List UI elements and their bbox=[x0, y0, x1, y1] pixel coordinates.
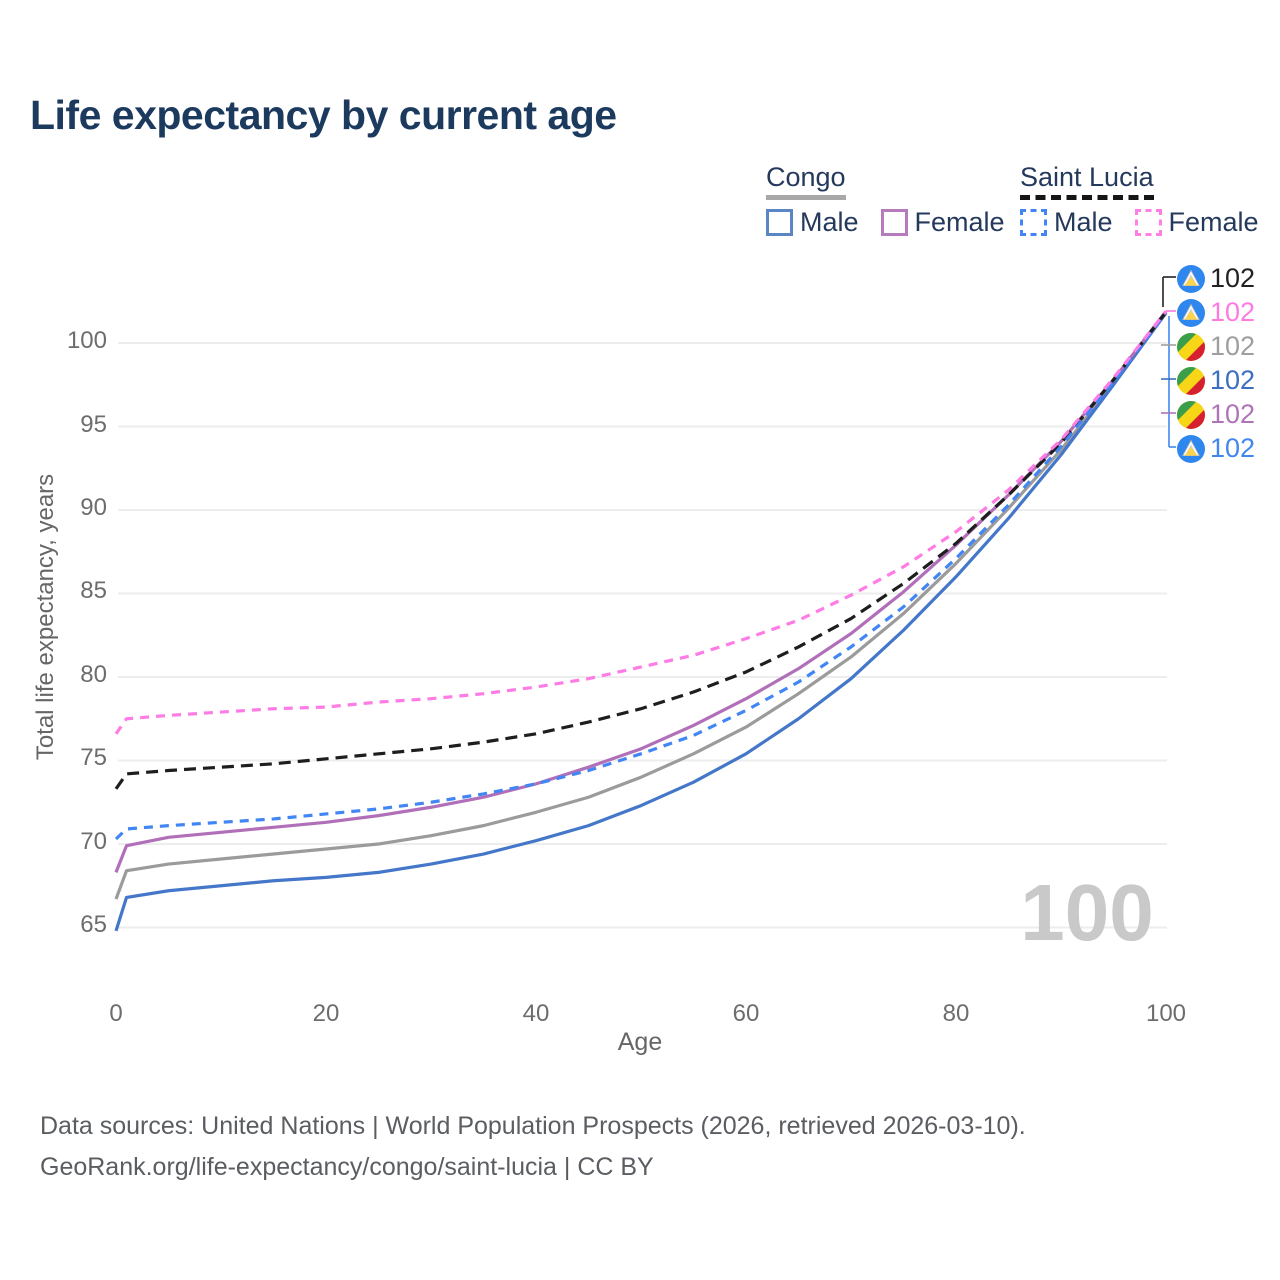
series-line-congo-male bbox=[114, 311, 1168, 932]
saint-lucia-flag-icon bbox=[1177, 434, 1205, 463]
legend-item-saint-lucia-male[interactable]: Male bbox=[1020, 207, 1113, 238]
x-tick-100: 100 bbox=[1145, 1000, 1187, 1027]
congo-flag-icon bbox=[1177, 400, 1205, 429]
y-tick-65: 65 bbox=[80, 911, 107, 938]
end-label-saint-lucia-male: 102 bbox=[1177, 433, 1255, 464]
legend-item-label: Female bbox=[914, 207, 1005, 237]
saint-lucia-flag-icon bbox=[1177, 264, 1205, 293]
congo-flag-icon bbox=[1177, 332, 1205, 361]
y-tick-80: 80 bbox=[80, 661, 107, 688]
age-counter-watermark: 100 bbox=[1020, 868, 1154, 957]
congo-male-swatch-icon bbox=[766, 209, 793, 236]
end-label-saint-lucia-female: 102 bbox=[1177, 297, 1255, 328]
end-label-congo-both-sexes: 102 bbox=[1177, 331, 1255, 362]
congo-flag-icon bbox=[1177, 366, 1205, 395]
y-tick-90: 90 bbox=[80, 494, 107, 521]
source-url-text: GeoRank.org/life-expectancy/congo/saint-… bbox=[40, 1153, 654, 1181]
page-title: Life expectancy by current age bbox=[30, 92, 617, 138]
series-line-saint-lucia-male bbox=[114, 311, 1168, 841]
legend-item-label: Male bbox=[800, 207, 859, 237]
legend-header-congo[interactable]: Congo bbox=[766, 162, 846, 200]
legend-group-saint-lucia: Saint Lucia Male Female bbox=[1020, 162, 1280, 238]
congo-female-swatch-icon bbox=[880, 209, 908, 236]
y-tick-95: 95 bbox=[80, 411, 107, 438]
x-axis-label: Age bbox=[617, 1028, 663, 1056]
series-line-congo-both-sexes bbox=[114, 311, 1168, 900]
y-tick-70: 70 bbox=[80, 828, 107, 855]
end-label-saint-lucia-both-sexes: 102 bbox=[1177, 263, 1255, 294]
legend-item-saint-lucia-female[interactable]: Female bbox=[1134, 207, 1259, 238]
footer: Data sources: United Nations | World Pop… bbox=[40, 1106, 1026, 1188]
legend-item-label: Male bbox=[1054, 207, 1113, 237]
x-tick-0: 0 bbox=[109, 1000, 123, 1027]
y-tick-85: 85 bbox=[80, 577, 107, 604]
series-line-saint-lucia-both-sexes bbox=[114, 311, 1168, 790]
legend-item-congo-female[interactable]: Female bbox=[880, 207, 1005, 238]
x-tick-20: 20 bbox=[312, 1000, 340, 1027]
y-axis-label: Total life expectancy, years bbox=[32, 473, 59, 761]
end-label-value: 102 bbox=[1210, 263, 1256, 293]
legend-header-saint-lucia[interactable]: Saint Lucia bbox=[1020, 162, 1154, 200]
x-tick-80: 80 bbox=[942, 1000, 970, 1027]
x-tick-60: 60 bbox=[732, 1000, 760, 1027]
saint-lucia-female-swatch-icon bbox=[1134, 209, 1162, 236]
end-label-value: 102 bbox=[1210, 297, 1256, 327]
end-label-value: 102 bbox=[1210, 365, 1256, 395]
legend-item-label: Female bbox=[1168, 207, 1259, 237]
legend-item-congo-male[interactable]: Male bbox=[766, 207, 859, 238]
saint-lucia-flag-icon bbox=[1177, 298, 1205, 327]
end-label-congo-male: 102 bbox=[1177, 365, 1255, 396]
end-label-value: 102 bbox=[1210, 399, 1256, 429]
saint-lucia-male-swatch-icon bbox=[1020, 209, 1047, 236]
series-line-saint-lucia-female bbox=[114, 310, 1168, 735]
series-line-congo-female bbox=[114, 310, 1168, 873]
y-tick-75: 75 bbox=[80, 744, 107, 771]
y-tick-100: 100 bbox=[66, 327, 107, 354]
end-label-value: 102 bbox=[1210, 331, 1256, 361]
data-sources-text: Data sources: United Nations | World Pop… bbox=[40, 1112, 1026, 1140]
legend-group-congo: Congo Male Female bbox=[766, 162, 1027, 238]
x-tick-40: 40 bbox=[522, 1000, 550, 1027]
end-label-value: 102 bbox=[1210, 433, 1256, 463]
end-label-congo-female: 102 bbox=[1177, 399, 1255, 430]
